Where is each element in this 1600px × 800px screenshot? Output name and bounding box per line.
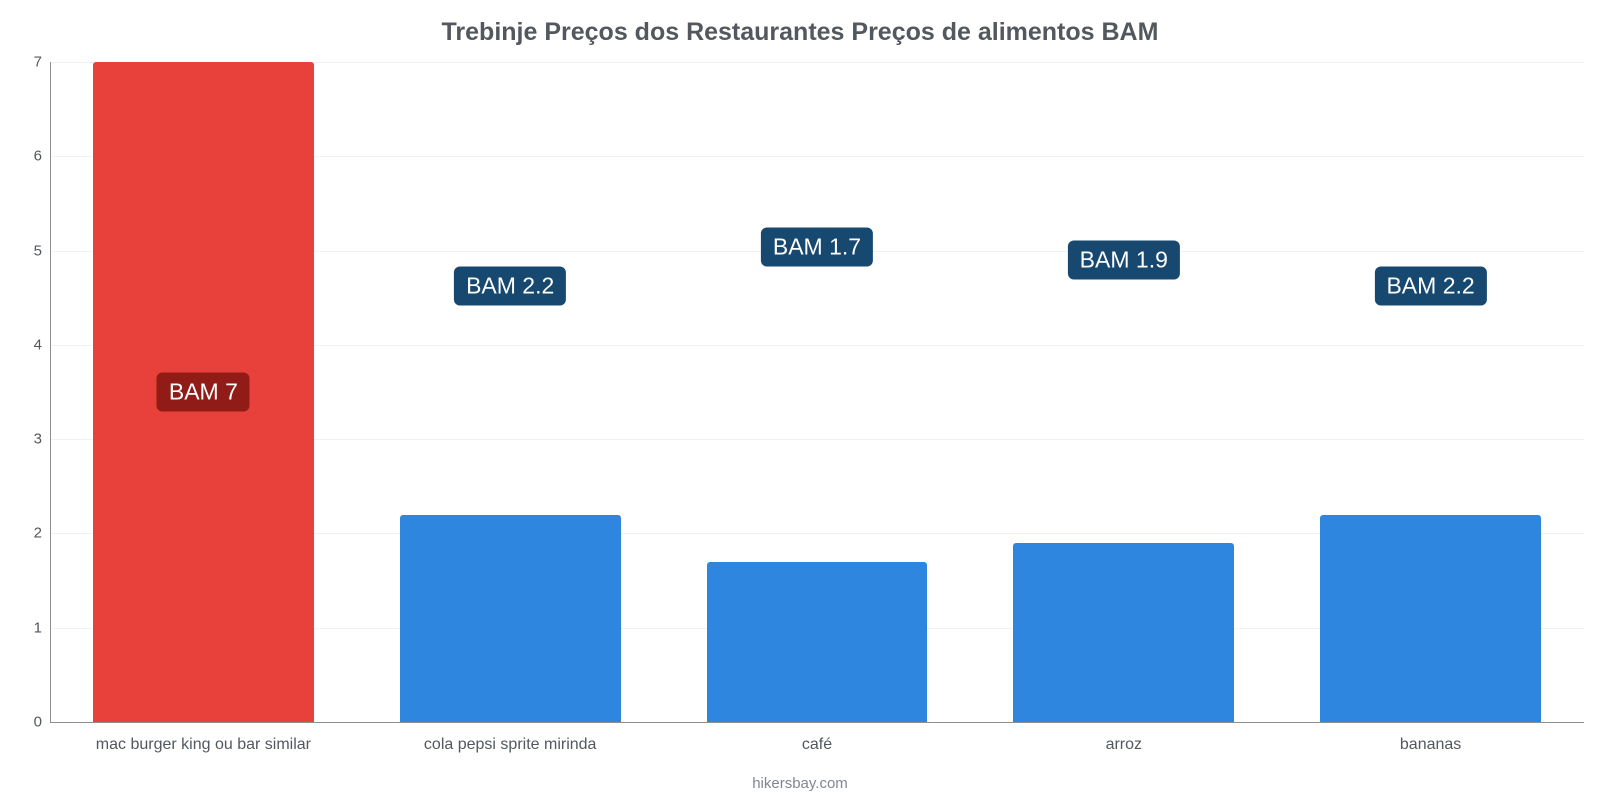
- bar-slot: BAM 7: [50, 62, 357, 722]
- bar-value-label: BAM 7: [157, 373, 250, 412]
- gridline: [50, 722, 1584, 723]
- bar: BAM 2.2: [1320, 515, 1541, 722]
- bar: BAM 1.9: [1013, 543, 1234, 722]
- y-tick-label: 7: [10, 54, 42, 71]
- chart-container: Trebinje Preços dos Restaurantes Preços …: [0, 0, 1600, 800]
- y-tick-label: 0: [10, 714, 42, 731]
- bar-value-label: BAM 2.2: [454, 267, 566, 306]
- x-tick-label: arroz: [970, 736, 1277, 754]
- y-tick-label: 6: [10, 148, 42, 165]
- bar: BAM 7: [93, 62, 314, 722]
- bar-slot: BAM 1.7: [664, 62, 971, 722]
- bar: BAM 2.2: [400, 515, 621, 722]
- bar: BAM 1.7: [707, 562, 928, 722]
- bar-value-label: BAM 1.9: [1068, 241, 1180, 280]
- bars-group: BAM 7 BAM 2.2 BAM 1.7 BAM 1.9 BAM 2.2: [50, 62, 1584, 722]
- plot: 01234567BAM 7BAM 2.2BAM 1.7BAM 1.9BAM 2.…: [50, 62, 1584, 722]
- y-tick-label: 1: [10, 619, 42, 636]
- y-tick-label: 2: [10, 525, 42, 542]
- bar-slot: BAM 1.9: [970, 62, 1277, 722]
- x-tick-label: café: [664, 736, 971, 754]
- x-tick-label: cola pepsi sprite mirinda: [357, 736, 664, 754]
- chart-title: Trebinje Preços dos Restaurantes Preços …: [0, 0, 1600, 47]
- y-tick-label: 5: [10, 242, 42, 259]
- bar-slot: BAM 2.2: [1277, 62, 1584, 722]
- bar-slot: BAM 2.2: [357, 62, 664, 722]
- bar-value-label: BAM 2.2: [1374, 267, 1486, 306]
- x-axis-labels: mac burger king ou bar similarcola pepsi…: [50, 736, 1584, 754]
- bar-value-label: BAM 1.7: [761, 227, 873, 266]
- plot-area: 01234567BAM 7BAM 2.2BAM 1.7BAM 1.9BAM 2.…: [46, 62, 1584, 722]
- footer-credit: hikersbay.com: [0, 775, 1600, 792]
- y-tick-label: 3: [10, 431, 42, 448]
- y-tick-label: 4: [10, 336, 42, 353]
- x-tick-label: bananas: [1277, 736, 1584, 754]
- x-tick-label: mac burger king ou bar similar: [50, 736, 357, 754]
